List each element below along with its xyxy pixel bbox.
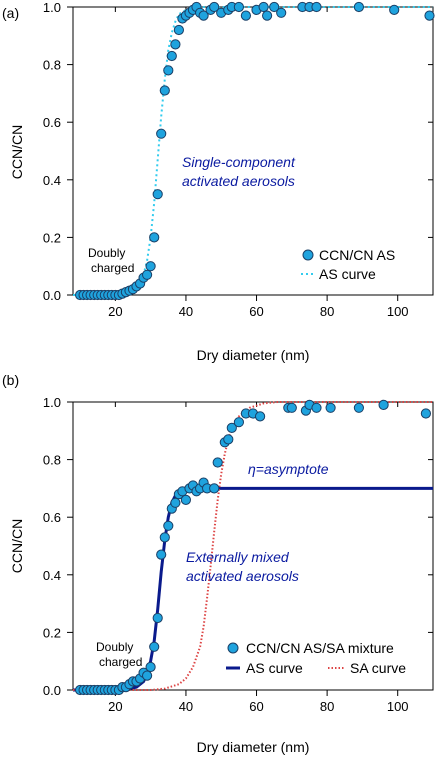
data-point: [311, 402, 322, 413]
x-tick-label: 100: [387, 699, 409, 714]
data-point: [258, 1, 269, 13]
x-tick-label: 20: [108, 699, 122, 714]
panel-a-legend: CCN/CN AS AS curve: [301, 247, 395, 282]
data-point: [389, 4, 400, 15]
data-point: [159, 85, 170, 96]
x-tick-label: 100: [387, 304, 409, 319]
panel-b-ticks: 20 40 60 80 100 0.0 0.2 0.4 0.6 0.8 1.0: [43, 395, 433, 714]
panel-a-x-axis-label: Dry diameter (nm): [197, 347, 310, 363]
panel-b-legend-item-3: SA curve: [350, 660, 406, 676]
panel-a-ticks: 20 40 60 80 100 0.0 0.2 0.4 0.6 0.8 1.0: [43, 0, 433, 319]
data-point: [276, 7, 287, 18]
data-point: [223, 434, 234, 445]
data-point: [163, 65, 174, 76]
data-point: [233, 1, 244, 13]
panel-a-doubly-charged-line2: charged: [91, 261, 134, 275]
data-point: [180, 494, 191, 505]
data-point: [262, 10, 273, 21]
data-point: [255, 411, 266, 422]
y-tick-label: 0.4: [43, 173, 61, 188]
panel-a-legend-item-2: AS curve: [319, 266, 376, 282]
panel-b-y-axis-label: CCN/CN: [9, 519, 25, 573]
data-point: [149, 641, 160, 652]
panel-b-frame: [72, 401, 434, 691]
y-tick-label: 0.4: [43, 568, 61, 583]
y-tick-label: 0.2: [43, 625, 61, 640]
data-point: [424, 10, 435, 21]
panel-a: (a) 20 40 60 80 100 0.0 0.2 0.4 0.6 0.8 1.0 CCN/CN…: [2, 0, 435, 363]
data-point: [142, 670, 153, 681]
data-point: [311, 1, 322, 13]
data-point: [233, 417, 244, 428]
series-line-sa-curve: [73, 401, 433, 691]
panel-b-asymptote-label: η=asymptote: [248, 461, 329, 477]
data-point: [142, 269, 153, 280]
panel-b-x-axis-label: Dry diameter (nm): [197, 739, 310, 755]
y-tick-label: 1.0: [43, 0, 61, 15]
data-point: [378, 399, 389, 410]
series-line-as-curve: [73, 6, 433, 296]
x-tick-label: 60: [249, 304, 263, 319]
panel-b-legend-item-1: CCN/CN AS/SA mixture: [246, 640, 394, 656]
panel-b-label: (b): [2, 372, 19, 388]
y-tick-label: 0.0: [43, 288, 61, 303]
data-point: [156, 549, 167, 560]
data-point: [353, 1, 364, 13]
legend-marker-icon: [227, 642, 239, 654]
data-point: [269, 1, 280, 13]
data-point: [170, 39, 181, 50]
data-point: [353, 402, 364, 413]
data-point: [286, 402, 297, 413]
data-point: [226, 422, 237, 433]
y-tick-label: 0.6: [43, 115, 61, 130]
panel-b-legend: CCN/CN AS/SA mixture AS curve SA curve: [226, 640, 406, 676]
panel-a-legend-item-1: CCN/CN AS: [319, 247, 395, 263]
panel-a-y-axis-label: CCN/CN: [9, 125, 25, 179]
data-point: [163, 520, 174, 531]
panel-a-doubly-charged-line1: Doubly: [88, 246, 125, 260]
data-point: [166, 50, 177, 62]
y-tick-label: 0.8: [43, 453, 61, 468]
y-tick-label: 0.2: [43, 230, 61, 245]
x-tick-label: 20: [108, 304, 122, 319]
panel-b: (b) 20 40 60 80 100 0.0 0.2 0.4 0.6 0.8 1.0 CCN/CN…: [2, 372, 434, 755]
data-point: [209, 1, 220, 13]
legend-marker-icon: [302, 249, 314, 261]
panel-a-label: (a): [2, 5, 19, 21]
panel-b-annotation-line2: activated aerosols: [186, 568, 299, 584]
x-tick-label: 40: [179, 699, 193, 714]
panel-b-doubly-charged-line1: Doubly: [96, 640, 133, 654]
data-point: [198, 10, 209, 21]
data-point: [156, 128, 167, 139]
data-point: [209, 483, 220, 494]
x-tick-label: 40: [179, 304, 193, 319]
data-point: [159, 532, 170, 543]
y-tick-label: 0.6: [43, 510, 61, 525]
x-tick-label: 80: [320, 699, 334, 714]
panel-a-annotation-line1: Single-component: [182, 154, 296, 170]
data-point: [420, 408, 431, 419]
data-point: [145, 261, 156, 272]
data-point: [240, 10, 251, 21]
y-tick-label: 1.0: [43, 395, 61, 410]
panel-b-legend-item-2: AS curve: [246, 660, 303, 676]
x-tick-label: 80: [320, 304, 334, 319]
data-point: [173, 24, 184, 36]
data-point: [145, 661, 156, 673]
panel-a-series: [73, 1, 435, 301]
data-point: [149, 232, 160, 243]
panel-b-annotation-line1: Externally mixed: [186, 549, 290, 565]
y-tick-label: 0.8: [43, 58, 61, 73]
panel-b-doubly-charged-line2: charged: [99, 655, 142, 669]
x-tick-label: 60: [249, 699, 263, 714]
data-point: [152, 189, 163, 200]
data-point: [212, 457, 223, 468]
data-point: [325, 402, 336, 413]
data-point: [152, 612, 163, 624]
data-point: [170, 497, 181, 508]
panel-b-series: [73, 399, 433, 696]
panel-a-annotation-line2: activated aerosols: [182, 173, 295, 189]
y-tick-label: 0.0: [43, 683, 61, 698]
